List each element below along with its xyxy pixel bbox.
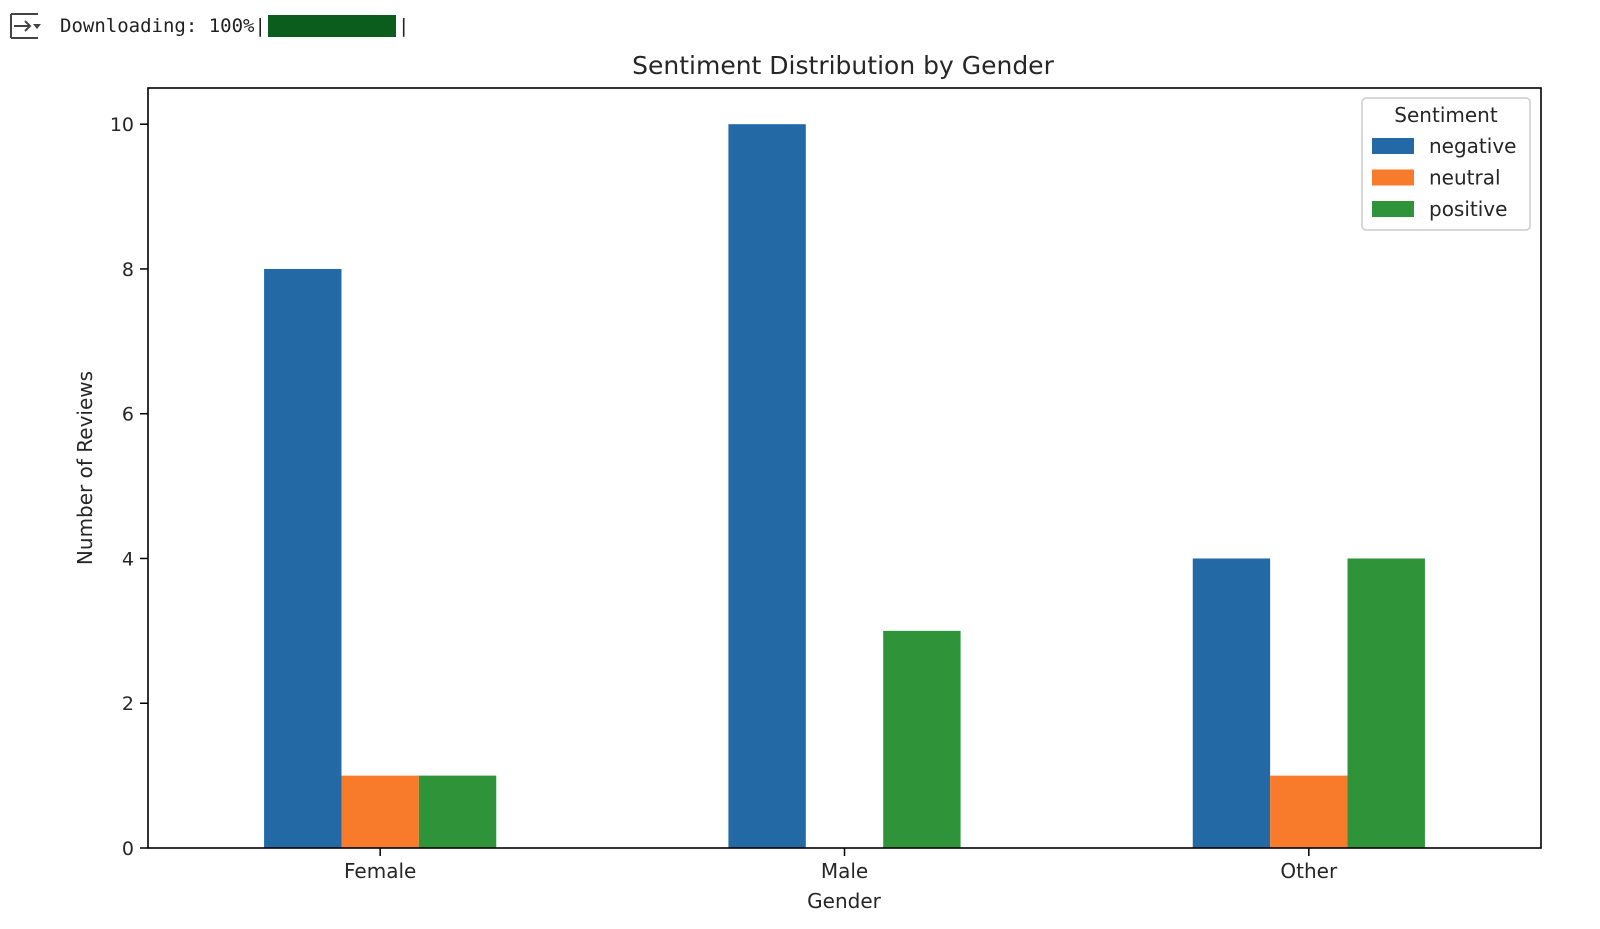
bar-negative-male [728,124,806,848]
chart-title: Sentiment Distribution by Gender [632,51,1054,80]
bar-negative-other [1192,558,1271,848]
bar-neutral-other [1270,775,1348,848]
y-tick-label: 0 [122,838,134,860]
legend-swatch-positive [1372,201,1414,217]
legend-swatch-negative [1372,138,1414,154]
bar-neutral-female [341,775,419,848]
download-progress-fill [267,15,396,37]
y-tick-label: 4 [122,548,134,570]
legend-title: Sentiment [1394,103,1498,127]
bar-positive-female [418,775,497,848]
download-label: Downloading: [60,15,198,37]
y-tick-label: 10 [110,114,134,136]
y-tick-label: 6 [122,404,134,426]
bar-chart: Sentiment Distribution by Gender 0 2 4 6 8 10… [73,51,1542,913]
x-tick-label-other: Other [1280,859,1338,883]
cell-output-header: Downloading: 100% | | [8,10,409,42]
axes-frame [147,87,1542,849]
download-percent: 100% [208,15,255,37]
x-axis: Female Male Other [344,848,1338,883]
legend-box [1361,97,1531,231]
legend: Sentiment negative neutral positive [1361,97,1531,231]
bars-group [264,124,1425,848]
y-axis: 0 2 4 6 8 10 [110,114,148,860]
legend-label-negative: negative [1429,134,1516,158]
y-tick-label: 2 [122,693,134,715]
y-tick-label: 8 [122,259,134,281]
x-tick-label-male: Male [821,859,868,883]
bar-negative-female [264,268,342,848]
y-axis-label: Number of Reviews [73,371,97,565]
x-axis-label: Gender [807,889,881,913]
download-status: Downloading: 100% | | [60,15,410,37]
bar-positive-other [1347,558,1425,848]
x-tick-label-female: Female [344,859,416,883]
legend-label-neutral: neutral [1429,166,1501,190]
legend-label-positive: positive [1429,197,1507,221]
legend-swatch-neutral [1372,169,1414,186]
download-progress-bar [267,15,396,37]
bar-positive-male [883,630,961,848]
output-collapse-icon[interactable] [8,10,44,42]
